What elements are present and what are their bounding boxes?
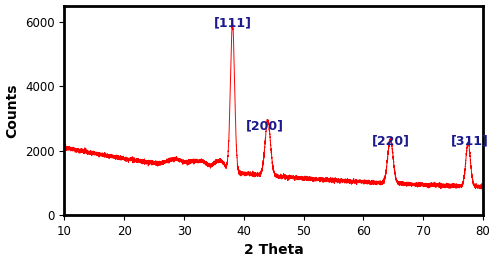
Text: [200]: [200] (246, 120, 284, 133)
Y-axis label: Counts: Counts (5, 83, 19, 138)
Text: [111]: [111] (213, 17, 251, 30)
Text: [311]: [311] (451, 134, 489, 148)
X-axis label: 2 Theta: 2 Theta (244, 244, 304, 257)
Text: [220]: [220] (372, 134, 409, 148)
